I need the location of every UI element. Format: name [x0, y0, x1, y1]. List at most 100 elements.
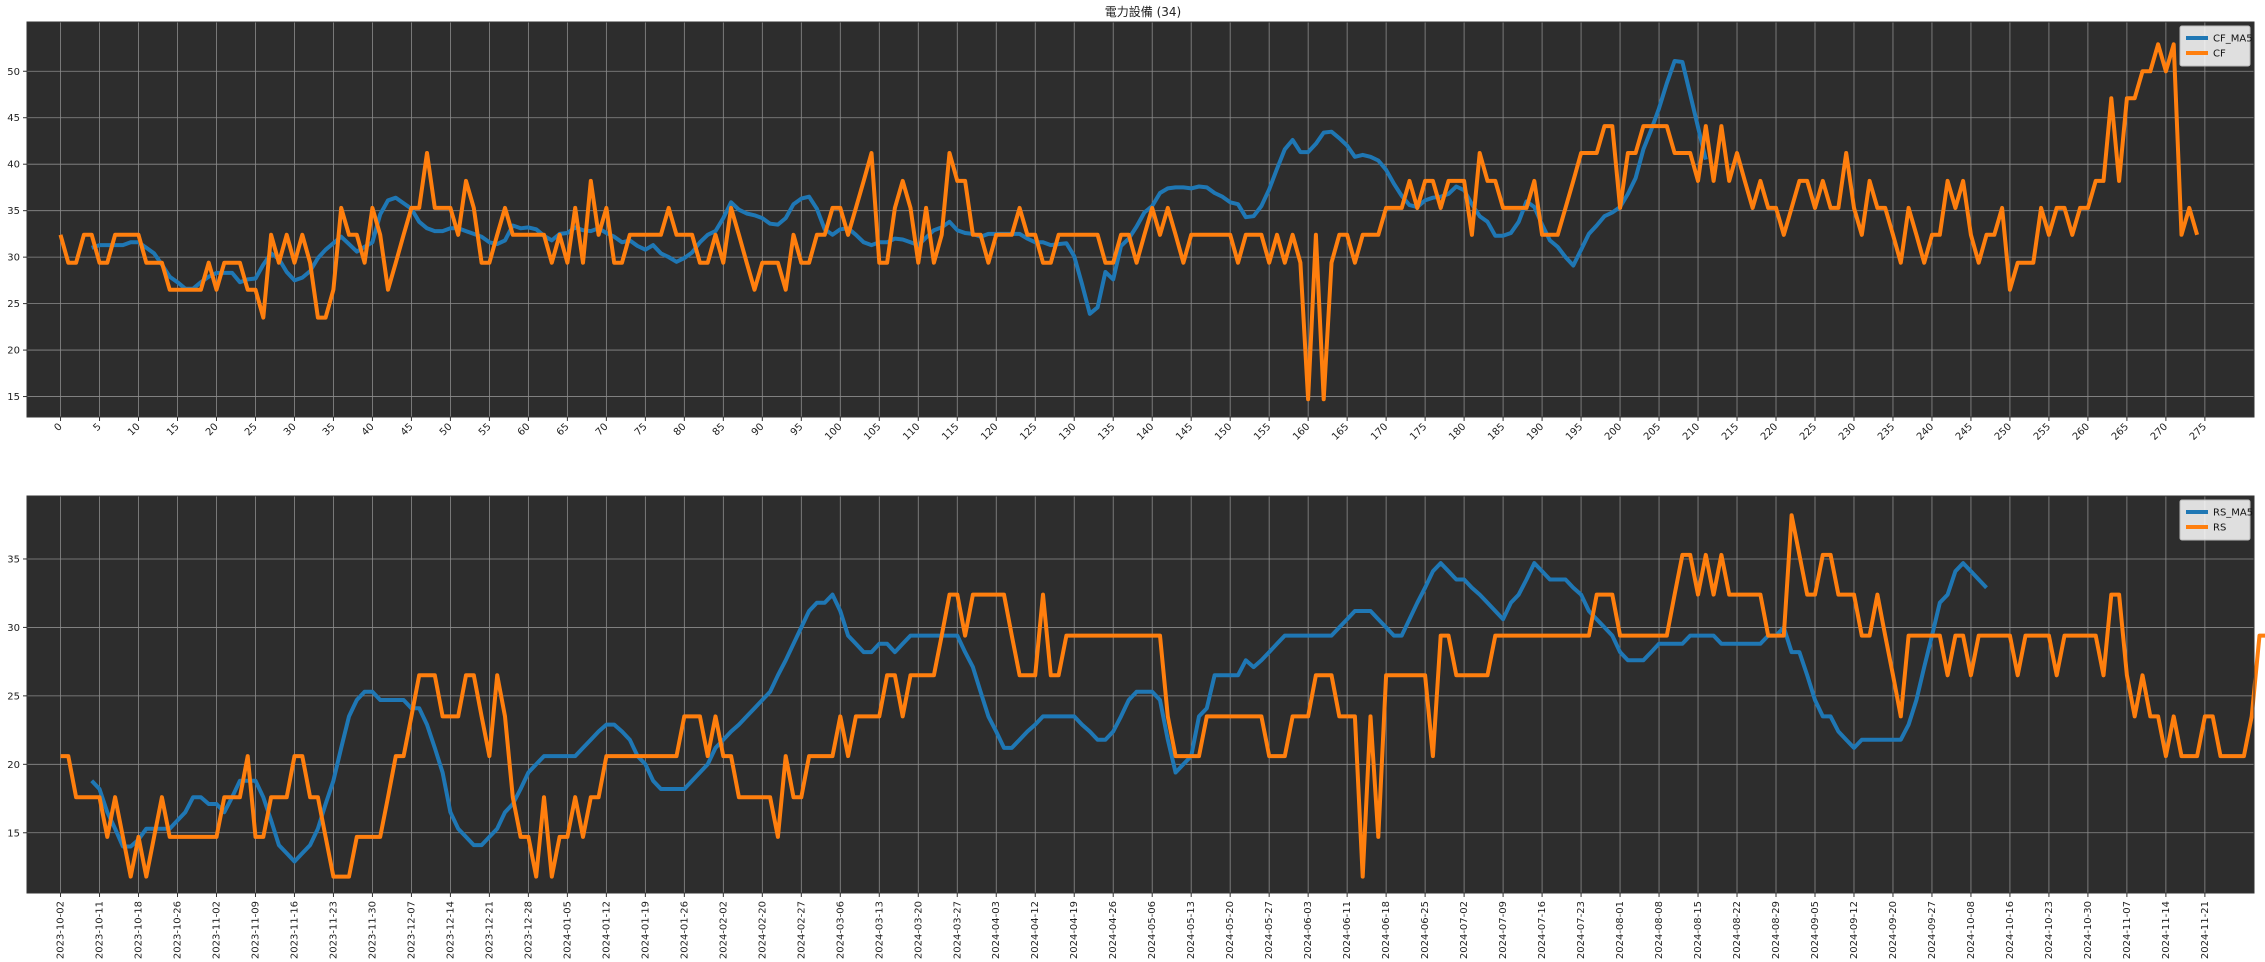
y-tick-label: 25: [7, 299, 20, 310]
x-tick-label: 25: [243, 421, 260, 438]
x-tick-label: 2023-12-28: [523, 901, 534, 959]
x-tick-label: 2024-03-27: [952, 901, 963, 959]
series-line-rs-ma5: [90, 561, 1988, 864]
series-line-rs: [60, 513, 2265, 879]
x-tick-label: 2024-09-12: [1849, 901, 1860, 959]
x-tick-label: 2024-10-08: [1966, 901, 1977, 959]
x-tick-label: 95: [789, 421, 806, 438]
x-tick-label: 2024-10-16: [2005, 901, 2016, 959]
x-tick-label: 2024-09-05: [1810, 901, 1821, 959]
x-tick-label: 185: [1486, 421, 1507, 442]
x-tick-label: 275: [2188, 421, 2209, 442]
x-tick-label: 5: [91, 421, 103, 433]
x-tick-label: 2024-11-14: [2161, 901, 2172, 959]
y-tick-label: 35: [7, 554, 20, 565]
x-tick-label: 10: [126, 421, 143, 438]
x-tick-label: 120: [979, 421, 1000, 442]
x-tick-label: 105: [862, 421, 883, 442]
x-tick-label: 2024-05-20: [1225, 901, 1236, 959]
x-tick-label: 2024-09-20: [1888, 901, 1899, 959]
x-tick-label: 2024-04-12: [1030, 901, 1041, 959]
x-tick-label: 2024-01-12: [601, 901, 612, 959]
x-tick-label: 2024-03-13: [874, 901, 885, 959]
axes-frame: [26, 495, 2255, 894]
x-tick-label: 210: [1681, 421, 1702, 442]
x-tick-label: 160: [1291, 421, 1312, 442]
chart-title: 電力設備 (34): [1105, 4, 1181, 19]
x-tick-label: 140: [1135, 421, 1156, 442]
x-tick-label: 2024-03-06: [835, 901, 846, 959]
x-tick-label: 245: [1954, 421, 1975, 442]
x-tick-label: 220: [1759, 421, 1780, 442]
x-tick-label: 2024-10-23: [2044, 901, 2055, 959]
x-tick-label: 2024-10-30: [2083, 901, 2094, 959]
x-tick-label: 2023-10-02: [56, 901, 67, 959]
legend-label: CF_MA5: [2213, 34, 2253, 45]
x-tick-label: 2023-10-26: [172, 901, 183, 959]
x-tick-label: 2023-12-07: [406, 901, 417, 959]
x-tick-label: 2024-02-27: [796, 901, 807, 959]
y-tick-label: 30: [7, 253, 20, 264]
x-tick-label: 20: [204, 421, 221, 438]
y-tick-label: 15: [7, 392, 20, 403]
x-tick-label: 115: [940, 421, 961, 442]
x-tick-label: 2024-08-22: [1732, 901, 1743, 959]
x-tick-label: 180: [1447, 421, 1468, 442]
x-tick-label: 2024-05-27: [1264, 901, 1275, 959]
x-tick-label: 50: [438, 421, 455, 438]
x-tick-label: 175: [1408, 421, 1429, 442]
x-tick-label: 255: [2032, 421, 2053, 442]
x-tick-label: 2024-07-09: [1498, 901, 1509, 959]
x-tick-label: 55: [477, 421, 494, 438]
legend-label: CF: [2213, 49, 2226, 60]
x-tick-label: 215: [1720, 421, 1741, 442]
legend-box: [2179, 25, 2251, 67]
x-tick-label: 100: [823, 421, 844, 442]
x-tick-label: 260: [2071, 421, 2092, 442]
plot-area: [27, 496, 2254, 893]
x-tick-label: 2024-06-11: [1342, 901, 1353, 959]
x-tick-label: 2023-12-21: [484, 901, 495, 959]
x-tick-label: 2024-08-15: [1693, 901, 1704, 959]
x-tick-label: 2024-04-26: [1108, 901, 1119, 959]
x-tick-label: 0: [52, 421, 64, 433]
x-tick-label: 90: [750, 421, 767, 438]
x-tick-label: 240: [1915, 421, 1936, 442]
legend-label: RS: [2213, 523, 2226, 534]
x-tick-label: 2024-03-20: [913, 901, 924, 959]
x-tick-label: 65: [555, 421, 572, 438]
y-tick-label: 20: [7, 760, 20, 771]
x-tick-label: 130: [1057, 421, 1078, 442]
legend-box: [2179, 499, 2251, 541]
x-tick-label: 35: [321, 421, 338, 438]
x-tick-label: 150: [1213, 421, 1234, 442]
x-tick-label: 2024-09-27: [1927, 901, 1938, 959]
x-tick-label: 45: [399, 421, 416, 438]
x-tick-label: 195: [1564, 421, 1585, 442]
x-tick-label: 2024-07-23: [1576, 901, 1587, 959]
x-tick-label: 190: [1525, 421, 1546, 442]
x-tick-label: 2023-11-30: [367, 901, 378, 959]
y-tick-label: 30: [7, 623, 20, 634]
x-tick-label: 2024-04-19: [1069, 901, 1080, 959]
x-tick-label: 2024-01-05: [562, 901, 573, 959]
y-tick-label: 50: [7, 67, 20, 78]
x-tick-label: 2023-10-18: [134, 901, 145, 959]
x-tick-label: 15: [165, 421, 182, 438]
x-tick-label: 2024-08-29: [1771, 901, 1782, 959]
x-tick-label: 205: [1642, 421, 1663, 442]
rs-chart: 15 20 25 30 35 2023-10-02 2023-10-11 2023-10-18…: [7, 495, 2265, 959]
x-tick-label: 40: [360, 421, 377, 438]
x-tick-label: 125: [1018, 421, 1039, 442]
x-tick-label: 2024-07-02: [1459, 901, 1470, 959]
legend-label: RS_MA5: [2213, 508, 2253, 519]
x-tick-label: 2023-11-16: [289, 901, 300, 959]
x-tick-label: 2024-02-02: [718, 901, 729, 959]
x-tick-label: 2024-08-01: [1615, 901, 1626, 959]
x-tick-label: 2024-11-21: [2200, 901, 2211, 959]
x-tick-label: 110: [901, 421, 922, 442]
x-tick-label: 2024-06-18: [1381, 901, 1392, 959]
cf-chart: 15 20 25 30 35 40 45 50 0 5 10 15 20 25 30 35 40 45 50 55 60…: [7, 21, 2255, 443]
x-tick-label: 200: [1603, 421, 1624, 442]
